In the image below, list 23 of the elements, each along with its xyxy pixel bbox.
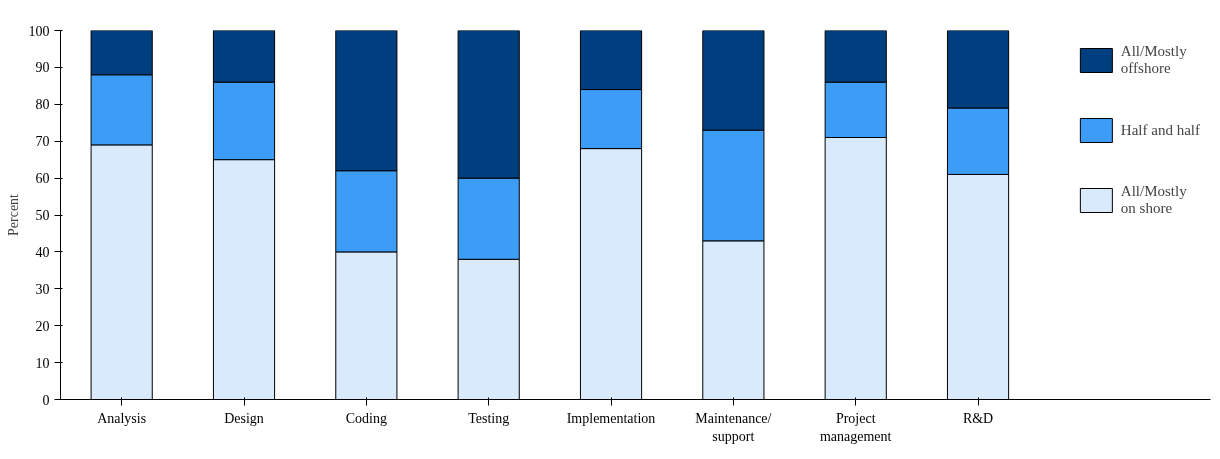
y-tick-label: 30 — [35, 281, 50, 297]
x-tick-label: Project management — [819, 410, 892, 444]
y-tick-label: 0 — [42, 392, 50, 408]
x-tick-label: Design — [224, 410, 264, 426]
x-tick-label: Coding — [345, 410, 387, 426]
y-tick-label: 90 — [35, 60, 50, 76]
y-tick-label: 10 — [35, 355, 50, 371]
legend-label: Half and half — [1120, 120, 1200, 140]
x-tick-label: Maintenance/ support — [695, 410, 772, 444]
x-tick-label: Implementation — [566, 410, 656, 426]
y-tick-label: 70 — [35, 134, 50, 150]
y-tick-label: 100 — [28, 23, 50, 39]
legend-label: All/Mostly on shore — [1120, 182, 1187, 218]
x-tick-label: Testing — [468, 410, 510, 426]
y-tick-label: 20 — [35, 318, 50, 334]
legend-label: All/Mostly offshore — [1120, 42, 1187, 78]
y-axis-title: Percent — [5, 193, 21, 236]
y-tick-label: 60 — [35, 171, 50, 187]
x-tick-label: R&D — [962, 410, 994, 426]
x-tick-label: Analysis — [97, 410, 147, 426]
y-tick-label: 50 — [35, 208, 50, 223]
y-tick-label: 40 — [35, 244, 50, 260]
y-tick-label: 80 — [35, 97, 50, 113]
